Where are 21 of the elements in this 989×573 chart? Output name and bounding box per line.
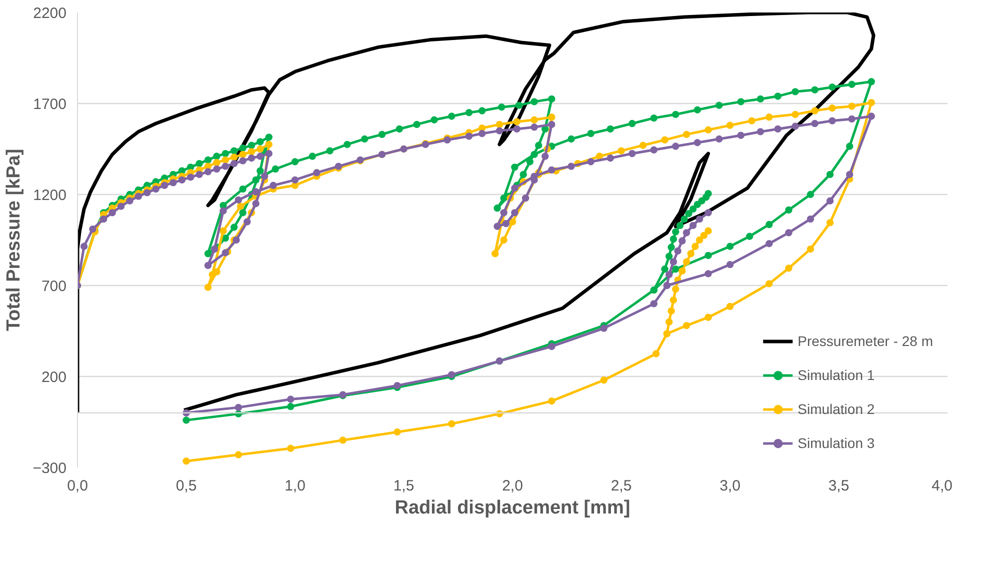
x-tick-label: 2,5 bbox=[610, 478, 632, 494]
y-tick-label: 2200 bbox=[33, 5, 67, 22]
x-axis-title: Radial displacement [mm] bbox=[394, 498, 630, 518]
y-tick-label: 700 bbox=[41, 278, 67, 295]
legend-label: Simulation 2 bbox=[798, 401, 875, 417]
y-tick-label: 1700 bbox=[33, 96, 67, 113]
y-tick-label: −300 bbox=[32, 460, 67, 477]
y-tick-label: 200 bbox=[41, 369, 67, 386]
x-tick-label: 2,0 bbox=[502, 478, 523, 494]
legend-label: Simulation 1 bbox=[798, 367, 875, 383]
x-tick-label: 1,0 bbox=[284, 478, 306, 494]
x-tick-label: 1,5 bbox=[393, 478, 414, 494]
x-tick-label: 3,0 bbox=[720, 478, 740, 494]
y-tick-label: 1200 bbox=[33, 187, 67, 204]
x-tick-label: 0,0 bbox=[67, 478, 88, 494]
x-tick-label: 3,5 bbox=[828, 478, 850, 494]
legend-label: Simulation 3 bbox=[798, 435, 875, 451]
x-tick-label: 0,5 bbox=[176, 478, 197, 494]
x-tick-label: 4,0 bbox=[932, 478, 953, 494]
y-axis-title: Total Pressure [kPa] bbox=[4, 148, 25, 332]
legend-label: Pressuremeter - 28 m bbox=[798, 333, 933, 349]
